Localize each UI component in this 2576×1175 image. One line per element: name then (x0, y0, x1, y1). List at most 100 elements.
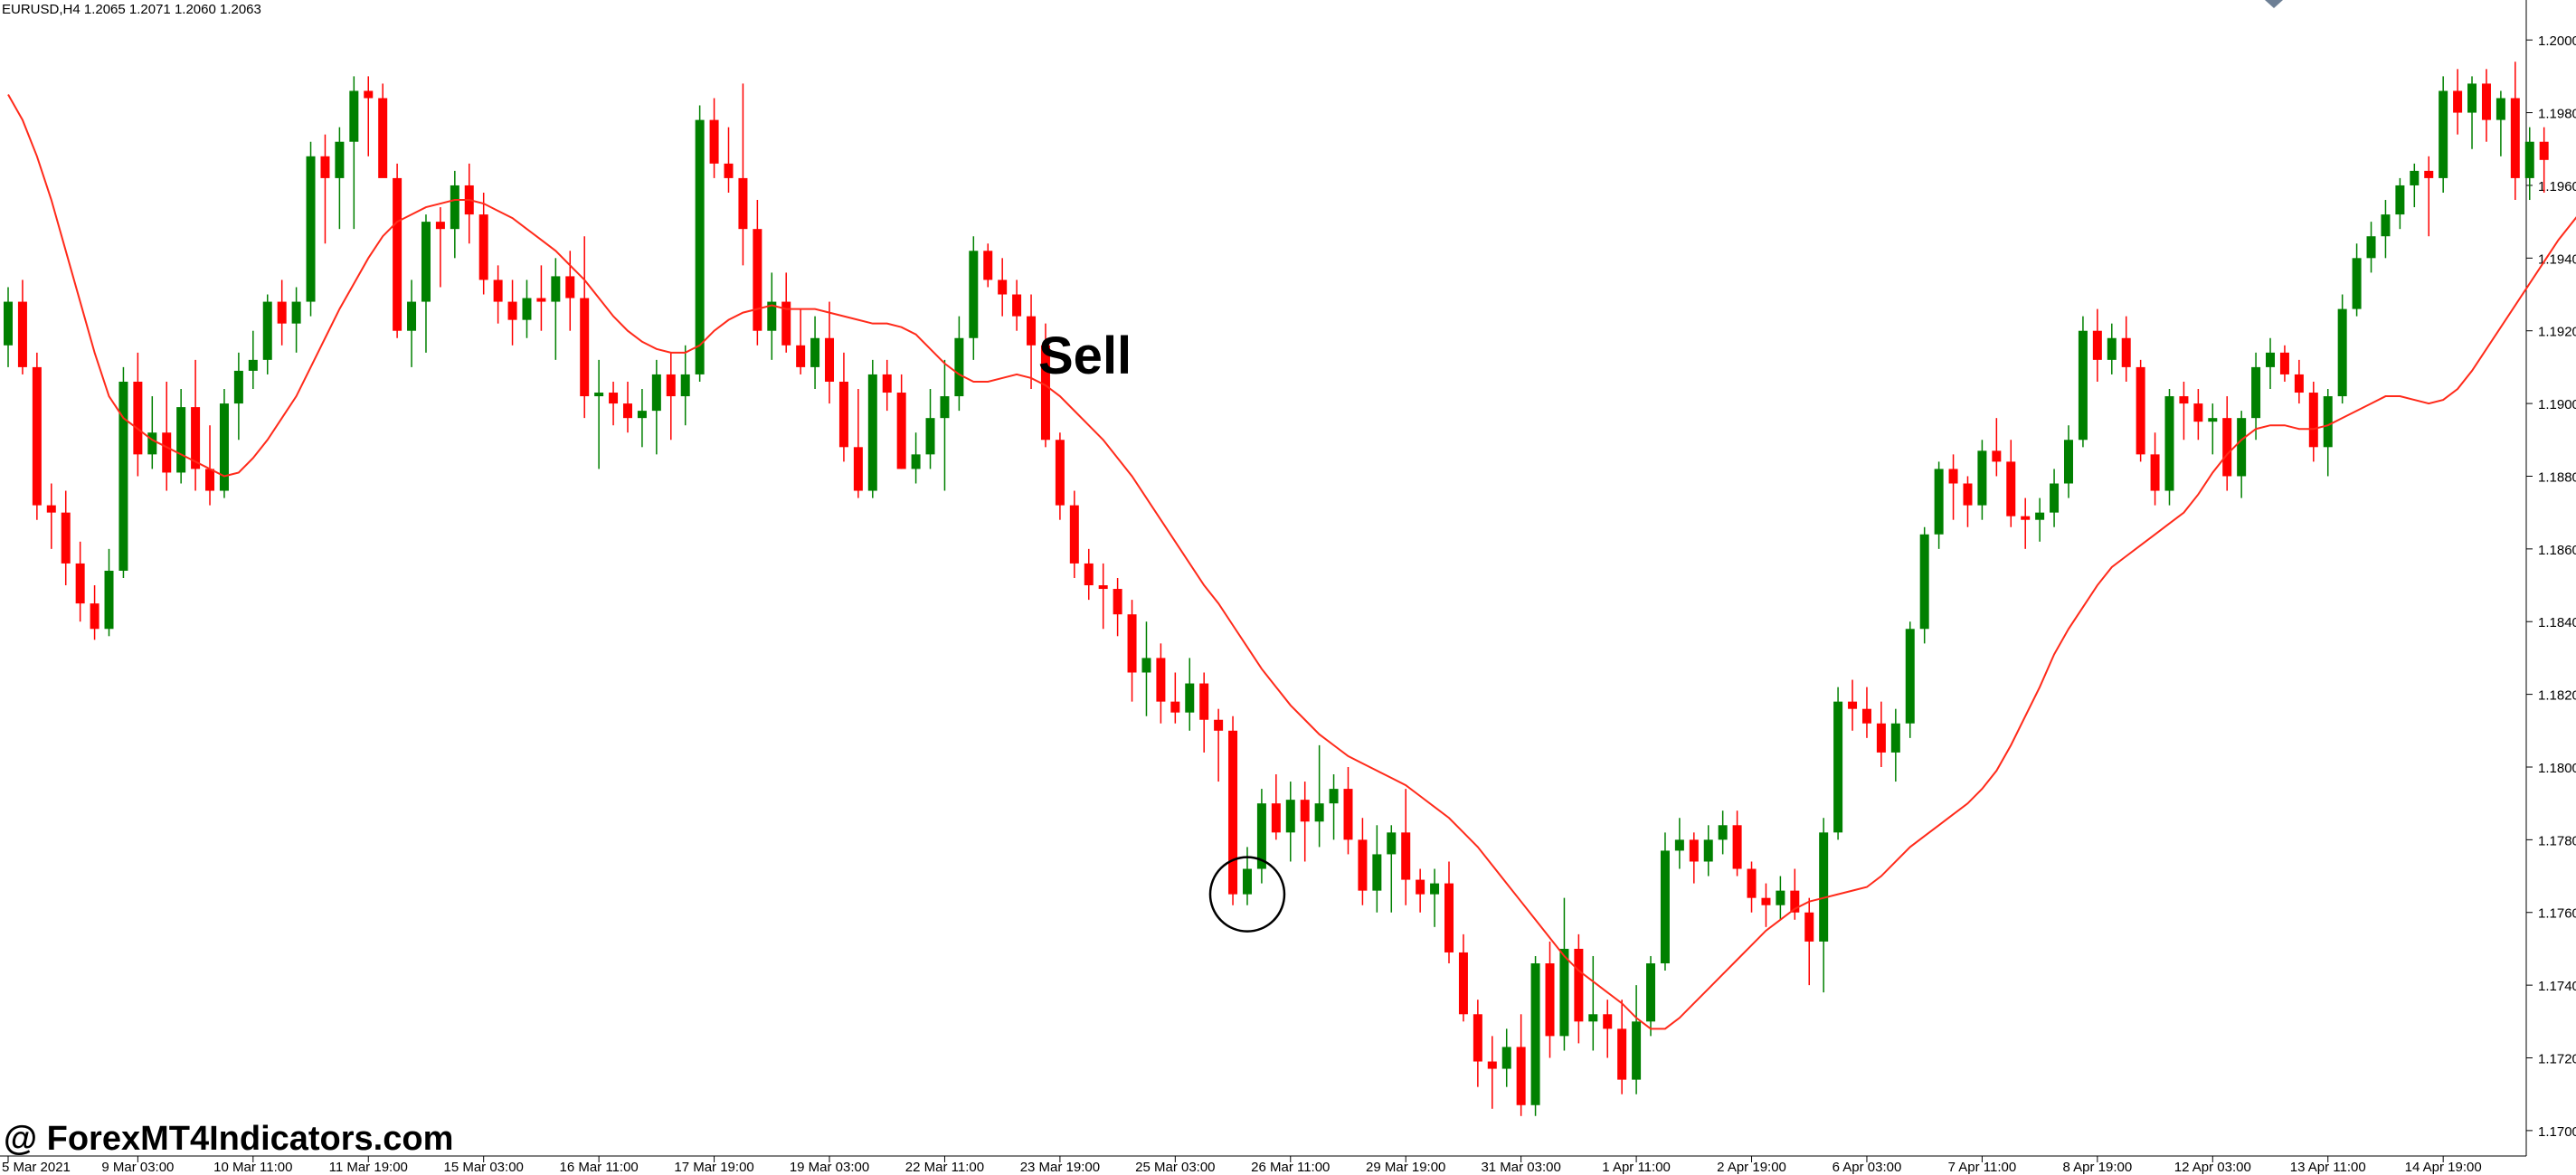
candle-body (1919, 534, 1929, 630)
candle-body (2266, 352, 2276, 367)
bearish-candle (75, 541, 85, 622)
candle-body (1501, 1047, 1511, 1069)
bearish-candle (1516, 1014, 1526, 1116)
bearish-candle (478, 192, 488, 295)
candle-body (493, 280, 503, 302)
candle-body (1069, 505, 1079, 564)
bearish-candle (1401, 789, 1411, 905)
bullish-candle (1501, 1028, 1511, 1087)
candle-body (1473, 1014, 1482, 1062)
bearish-candle (1343, 766, 1353, 855)
time-tick-label: 7 Apr 11:00 (1948, 1160, 2017, 1175)
candle-body (1747, 868, 1757, 898)
time-tick-label: 11 Mar 19:00 (329, 1160, 408, 1175)
bearish-candle (493, 265, 503, 324)
candle-body (1242, 868, 1252, 895)
bearish-candle (1790, 868, 1800, 920)
candle-body (1156, 658, 1166, 702)
bearish-candle (1228, 715, 1238, 905)
sell-signal-circle (1208, 856, 1286, 933)
candle-body (637, 411, 647, 419)
candle-body (825, 337, 835, 382)
candle-body (609, 393, 619, 404)
candle-body (536, 298, 546, 302)
bullish-candle (1314, 744, 1324, 848)
bullish-candle (2337, 294, 2347, 404)
bullish-candle (767, 272, 777, 360)
candle-body (1387, 832, 1397, 855)
candle-body (2439, 90, 2448, 178)
time-tick-label: 26 Mar 11:00 (1251, 1160, 1330, 1175)
bearish-candle (1358, 818, 1368, 905)
candle-body (1516, 1047, 1526, 1105)
time-tick-label: 10 Mar 11:00 (213, 1160, 292, 1175)
bearish-candle (1848, 679, 1858, 731)
candle-body (1199, 683, 1209, 720)
candle-body (969, 251, 979, 338)
candle-body (1530, 963, 1540, 1105)
candle-body (1012, 294, 1022, 317)
candle-body (1141, 658, 1151, 673)
time-tick-label: 14 Apr 19:00 (2405, 1160, 2482, 1175)
candle-body (191, 407, 201, 469)
candle-body (1559, 948, 1569, 1037)
candle-body (1185, 683, 1195, 713)
candle-body (1285, 800, 1295, 833)
chart-shift-marker-icon[interactable] (2265, 0, 2283, 8)
bearish-candle (2193, 389, 2203, 441)
bearish-candle (1271, 774, 1281, 840)
candle-body (1084, 563, 1094, 586)
candle-body (1545, 963, 1555, 1037)
candle-body (998, 280, 1008, 295)
candle-body (1905, 629, 1915, 724)
bearish-candle (2150, 432, 2160, 506)
price-tick-label: 1.1800 (2538, 761, 2576, 776)
bullish-candle (1242, 847, 1252, 905)
bullish-candle (147, 396, 157, 469)
time-axis: 5 Mar 2021 9 Mar 03:00 10 Mar 11:00 11 Mar … (0, 1155, 2526, 1175)
bullish-candle (1905, 621, 1915, 738)
bullish-candle (407, 280, 417, 367)
candle-body (421, 222, 431, 302)
bearish-candle (1055, 432, 1065, 520)
price-tick-label: 1.1880 (2538, 469, 2576, 485)
bullish-candle (1372, 825, 1382, 913)
bearish-candle (1948, 454, 1958, 520)
bearish-candle (998, 258, 1008, 317)
candle-body (1098, 585, 1108, 590)
time-tick-label: 8 Apr 19:00 (2062, 1160, 2132, 1175)
bearish-candle (1617, 1000, 1627, 1094)
bearish-candle (796, 308, 806, 374)
candle-body (2035, 512, 2045, 520)
candle-body (2092, 330, 2102, 360)
bearish-candle (1027, 294, 1037, 390)
bearish-candle (825, 301, 835, 404)
bearish-candle (1747, 861, 1757, 913)
candle-body (2366, 236, 2376, 259)
bullish-candle (1919, 526, 1929, 644)
bullish-candle (1329, 774, 1339, 840)
bearish-candle (1084, 548, 1094, 601)
price-tick-label: 1.1840 (2538, 615, 2576, 630)
candle-body (925, 418, 935, 455)
bullish-candle (1530, 955, 1540, 1116)
candle-body (1027, 316, 1037, 346)
bearish-candle (1473, 1000, 1482, 1087)
candle-body (450, 185, 459, 230)
bullish-candle (2078, 316, 2088, 448)
candle-body (1603, 1014, 1613, 1029)
bearish-candle (1170, 672, 1180, 724)
bearish-candle (1603, 1000, 1613, 1058)
bearish-candle (1127, 600, 1137, 702)
time-tick-label: 15 Mar 03:00 (443, 1160, 523, 1175)
bullish-candle (2366, 222, 2376, 273)
candle-body (551, 276, 561, 302)
bearish-candle (507, 280, 517, 346)
candle-body (75, 563, 85, 604)
bullish-candle (233, 352, 243, 441)
candle-body (1876, 723, 1886, 753)
bearish-candle (753, 200, 762, 346)
candle-body (1674, 839, 1684, 851)
candle-body (61, 512, 71, 564)
